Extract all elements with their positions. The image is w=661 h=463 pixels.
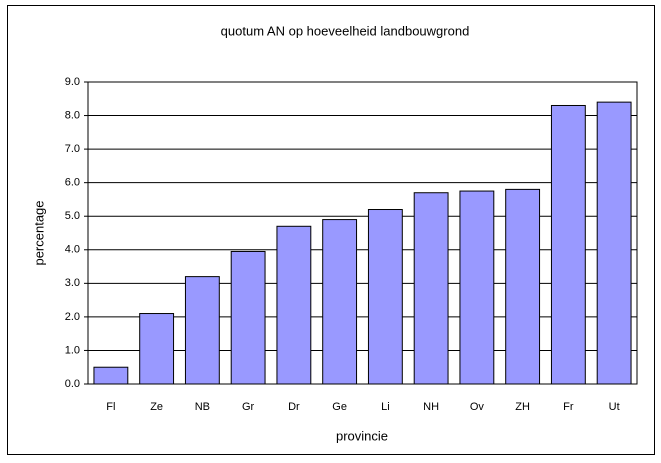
- x-tick-label: Dr: [288, 401, 300, 413]
- x-tick-label: Li: [381, 401, 390, 413]
- x-axis-label: provincie: [336, 428, 388, 443]
- y-tick-label: 4.0: [65, 244, 80, 256]
- x-tick-label: Ge: [332, 401, 347, 413]
- x-tick-label: Gr: [242, 401, 255, 413]
- y-tick-label: 2.0: [65, 311, 80, 323]
- y-tick-label: 5.0: [65, 210, 80, 222]
- bar: [139, 313, 175, 385]
- x-tick-label: NB: [195, 401, 210, 413]
- bar: [367, 209, 403, 385]
- bar: [276, 225, 312, 385]
- plot-area: [87, 81, 638, 385]
- x-tick-label: Ov: [470, 401, 485, 413]
- y-tick-label: 6.0: [65, 177, 80, 189]
- y-tick-label: 7.0: [65, 143, 80, 155]
- y-tick-label: 0.0: [65, 378, 80, 390]
- bar: [93, 366, 129, 385]
- bar: [322, 219, 358, 385]
- chart-title: quotum AN op hoeveelheid landbouwgrond: [221, 23, 470, 38]
- bar: [550, 104, 586, 385]
- x-tick-label: Fl: [106, 401, 115, 413]
- x-tick-label: Ze: [150, 401, 163, 413]
- bar: [184, 276, 220, 385]
- y-tick-label: 1.0: [65, 344, 80, 356]
- bar: [505, 188, 541, 385]
- bar: [459, 190, 495, 385]
- x-tick-label: NH: [423, 401, 439, 413]
- y-tick-label: 8.0: [65, 109, 80, 121]
- bar: [596, 101, 632, 385]
- bar: [230, 250, 266, 385]
- y-axis-label: percentage: [31, 200, 46, 265]
- x-tick-label: ZH: [515, 401, 530, 413]
- y-tick-label: 9.0: [65, 76, 80, 88]
- bar: [413, 192, 449, 385]
- x-tick-label: Ut: [609, 401, 620, 413]
- y-tick-label: 3.0: [65, 277, 80, 289]
- x-tick-label: Fr: [563, 401, 574, 413]
